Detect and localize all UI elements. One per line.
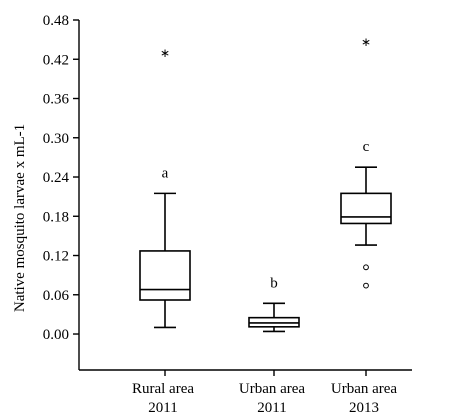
iqr-box: [139, 250, 191, 301]
y-tick-label: 0.42: [43, 52, 69, 68]
y-tick-label: 0.30: [43, 131, 69, 147]
category-year-label: 2013: [349, 400, 379, 416]
y-tick-label: 0.06: [43, 288, 70, 304]
box-group: ∗a: [139, 46, 191, 329]
category-year-label: 2011: [257, 400, 286, 416]
box-group: ∗c: [340, 35, 392, 289]
outlier-point: [363, 264, 369, 271]
extreme-point: ∗: [160, 46, 170, 60]
category-year-label: 2011: [148, 400, 177, 416]
iqr-box: [340, 192, 392, 225]
category-label: Urban area: [239, 381, 306, 397]
box-group: b: [248, 275, 300, 333]
y-tick-label: 0.24: [43, 170, 70, 186]
y-axis-title: Native mosquito larvae x mL-1: [12, 124, 28, 312]
category-label: Urban area: [331, 381, 398, 397]
y-tick-label: 0.18: [43, 209, 69, 225]
significance-letter: a: [162, 165, 169, 181]
y-tick-label: 0.12: [43, 249, 69, 265]
y-axis: 0.00 0.06 0.12 0.18 0.24 0.30 0.36 0.42 0.48: [43, 13, 80, 370]
category-label: Rural area: [132, 381, 194, 397]
outlier-point: [363, 282, 369, 289]
y-tick-label: 0.48: [43, 13, 69, 29]
x-axis: Rural area 2011 Urban area 2011 Urban area 20…: [79, 369, 412, 416]
y-tick-label: 0.36: [43, 92, 70, 108]
significance-letter: c: [363, 139, 370, 155]
significance-letter: b: [270, 275, 278, 291]
y-tick-label: 0.00: [43, 327, 69, 343]
extreme-point: ∗: [361, 35, 371, 49]
boxes: ∗ab∗c: [139, 35, 392, 333]
